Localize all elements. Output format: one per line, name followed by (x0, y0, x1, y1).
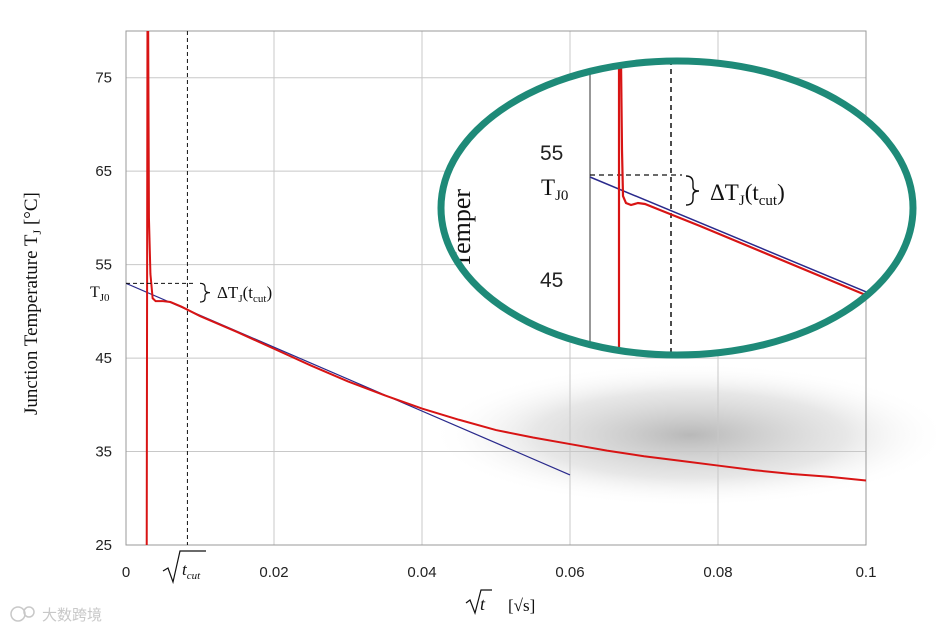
svg-text:tcut: tcut (182, 560, 201, 582)
x-tick-label: 0.02 (259, 564, 288, 581)
inset-measured-line (617, 61, 911, 355)
delta-tj-label: ΔTJ(tcut) (217, 283, 272, 305)
y-tick-label: 55 (95, 257, 112, 274)
watermark: 大数跨境 (10, 606, 102, 624)
svg-text:大数跨境: 大数跨境 (42, 606, 102, 624)
y-tick-label: 65 (95, 163, 112, 180)
x-tick-label: 0.04 (407, 564, 436, 581)
x-tick-label: 0.08 (703, 564, 732, 581)
svg-text:[√s]: [√s] (508, 596, 535, 615)
y-tick-label: 45 (95, 350, 112, 367)
zoom-inset: on Temper 55 45 TJ0 ΔTJ(tcut) (437, 57, 917, 359)
x-tick-label: 0 (122, 564, 130, 581)
x-tick-label: 0.06 (555, 564, 584, 581)
delta-brace (199, 282, 211, 303)
y-tick-labels: 25 35 45 55 65 75 (95, 70, 112, 554)
inset-delta-label: ΔTJ(tcut) (710, 180, 785, 209)
x-axis-label: t [√s] (465, 589, 535, 615)
y-tick-label: 75 (95, 70, 112, 87)
y-axis-label: Junction Temperature TJ [°C] (21, 192, 44, 415)
inset-border (437, 57, 917, 359)
inset-tick-55: 55 (540, 142, 563, 165)
x-tick-labels: 0 0.02 0.04 0.06 0.08 0.1 (122, 564, 877, 581)
inset-shadow (430, 363, 936, 507)
y-tick-label: 35 (95, 444, 112, 461)
tcut-tick-label: tcut (162, 550, 206, 585)
measured-line (145, 31, 866, 545)
inset-brace (685, 175, 700, 206)
inset-fit-line (589, 176, 901, 307)
svg-text:t: t (480, 594, 486, 614)
inset-tj0-label: TJ0 (541, 175, 568, 204)
tj0-label: TJ0 (90, 284, 110, 304)
inset-tick-45: 45 (540, 269, 563, 292)
y-tick-label: 25 (95, 537, 112, 554)
x-tick-label: 0.1 (856, 564, 877, 581)
